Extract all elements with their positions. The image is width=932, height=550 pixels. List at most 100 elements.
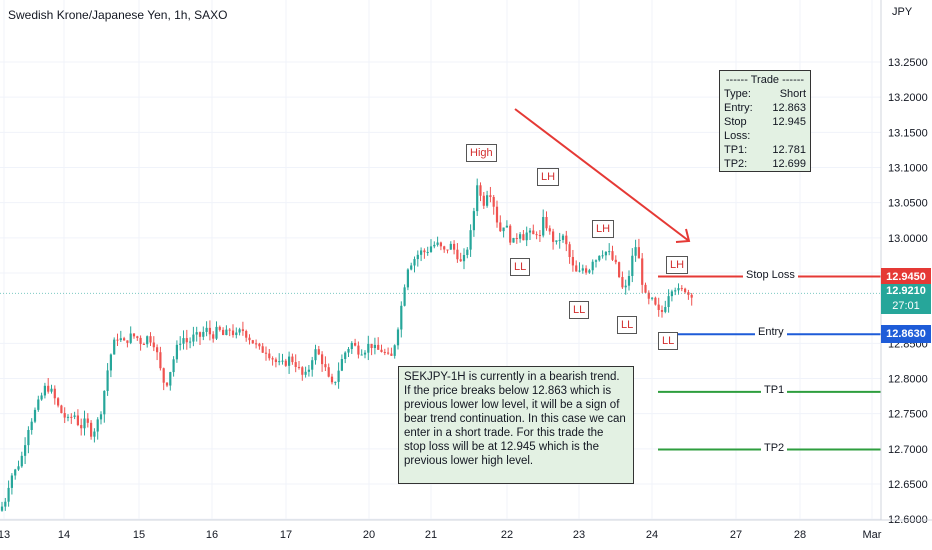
candle-up — [189, 341, 192, 343]
candle-down — [317, 349, 320, 355]
candle-up — [96, 419, 99, 432]
candle-up — [182, 338, 185, 344]
candle-up — [195, 332, 198, 335]
candle-down — [139, 337, 142, 344]
price-tick-label: 13.0000 — [888, 233, 928, 245]
candle-up — [670, 291, 673, 297]
price-axis[interactable]: 13.2500 13.2000 13.1500 13.1000 13.0500 13.00… — [880, 0, 928, 526]
candle-up — [664, 307, 667, 312]
candle-down — [618, 262, 621, 278]
trade-row-tp2: TP2: 12.699 — [724, 158, 806, 170]
candle-up — [674, 290, 677, 292]
candle-up — [558, 239, 561, 241]
candle-down — [660, 310, 664, 312]
candle-down — [641, 258, 644, 285]
candle-down — [637, 247, 640, 259]
candle-up — [314, 349, 317, 361]
candle-up — [99, 414, 103, 420]
candle-down — [443, 246, 446, 250]
candle-up — [175, 344, 178, 360]
candle-up — [7, 487, 10, 502]
candle-down — [294, 362, 297, 367]
candle-down — [231, 330, 235, 336]
candle-up — [129, 333, 132, 343]
candle-up — [598, 255, 601, 261]
candle-down — [80, 425, 83, 429]
candle-down — [377, 344, 380, 350]
time-tick-label: 27 — [730, 529, 742, 541]
candle-down — [284, 360, 287, 366]
candle-up — [476, 185, 479, 212]
candle-up — [433, 244, 436, 247]
swing-label-lh[interactable]: LH — [666, 256, 689, 275]
candle-down — [159, 352, 162, 369]
swing-label-lh[interactable]: LH — [592, 220, 615, 239]
candle-up — [311, 360, 314, 370]
candle-down — [446, 249, 449, 251]
candle-down — [63, 413, 66, 418]
candle-up — [486, 195, 489, 206]
candle-up — [106, 370, 109, 391]
level-label: TP2 — [761, 441, 788, 454]
level-price-badge: 12.9450 — [881, 267, 931, 286]
candle-down — [575, 265, 578, 272]
candle-up — [0, 506, 4, 511]
candle-down — [268, 353, 271, 359]
swing-label-ll[interactable]: LL — [658, 332, 679, 351]
time-axis[interactable]: 13 14 15 16 17 20 21 22 23 24 27 28 Mar — [0, 519, 932, 541]
candle-up — [466, 249, 469, 256]
time-tick-label: 14 — [58, 529, 70, 541]
candle-up — [469, 230, 472, 250]
candle-up — [109, 354, 112, 371]
price-tick-label: 13.1000 — [888, 163, 928, 175]
candle-up — [192, 334, 195, 342]
candle-down — [271, 358, 274, 360]
candle-up — [225, 329, 228, 336]
time-tick-label: 24 — [646, 529, 658, 541]
candle-down — [387, 352, 390, 354]
candle-up — [17, 466, 20, 470]
candle-up — [591, 261, 594, 271]
candle-down — [621, 277, 624, 288]
candle-up — [396, 329, 400, 346]
time-tick-label: 16 — [206, 529, 218, 541]
swing-label-ll[interactable]: LL — [617, 316, 638, 335]
candle-up — [334, 381, 337, 383]
candle-up — [37, 399, 40, 410]
candle-up — [631, 255, 634, 276]
candle-up — [406, 269, 409, 288]
candle-up — [40, 395, 43, 400]
candle-down — [644, 284, 647, 293]
candle-down — [690, 294, 693, 298]
candle-up — [410, 265, 413, 270]
candle-down — [208, 327, 211, 335]
candle-down — [222, 329, 225, 336]
candle-up — [43, 385, 46, 396]
candle-up — [505, 225, 508, 228]
candle-down — [132, 333, 136, 337]
candle-down — [251, 340, 254, 344]
trade-row-stop-loss: Stop Loss: 12.945 — [724, 116, 806, 142]
time-tick-label: 23 — [573, 529, 585, 541]
trade-summary-box[interactable]: ------ Trade ------ Type: Short Entry: 12.… — [719, 70, 811, 172]
candle-up — [528, 230, 532, 233]
swing-label-lh[interactable]: LH — [537, 167, 560, 186]
candle-up — [113, 339, 116, 355]
candle-up — [235, 332, 238, 336]
candle-down — [479, 185, 482, 196]
candle-up — [340, 359, 343, 371]
analysis-note-box[interactable]: SEKJPY-1H is currently in a bearish tren… — [398, 366, 634, 484]
candle-up — [205, 327, 208, 332]
currency-label: JPY — [892, 6, 913, 18]
trade-summary-title: ------ Trade ------ — [725, 74, 805, 86]
candle-down — [274, 359, 277, 363]
candle-up — [73, 415, 76, 417]
swing-label-ll[interactable]: LL — [569, 301, 590, 320]
candle-up — [360, 354, 363, 356]
swing-label-ll[interactable]: LL — [510, 258, 531, 277]
swing-label-high[interactable]: High — [466, 144, 497, 163]
candle-down — [165, 382, 169, 386]
candle-up — [472, 211, 475, 231]
candle-down — [218, 326, 221, 330]
